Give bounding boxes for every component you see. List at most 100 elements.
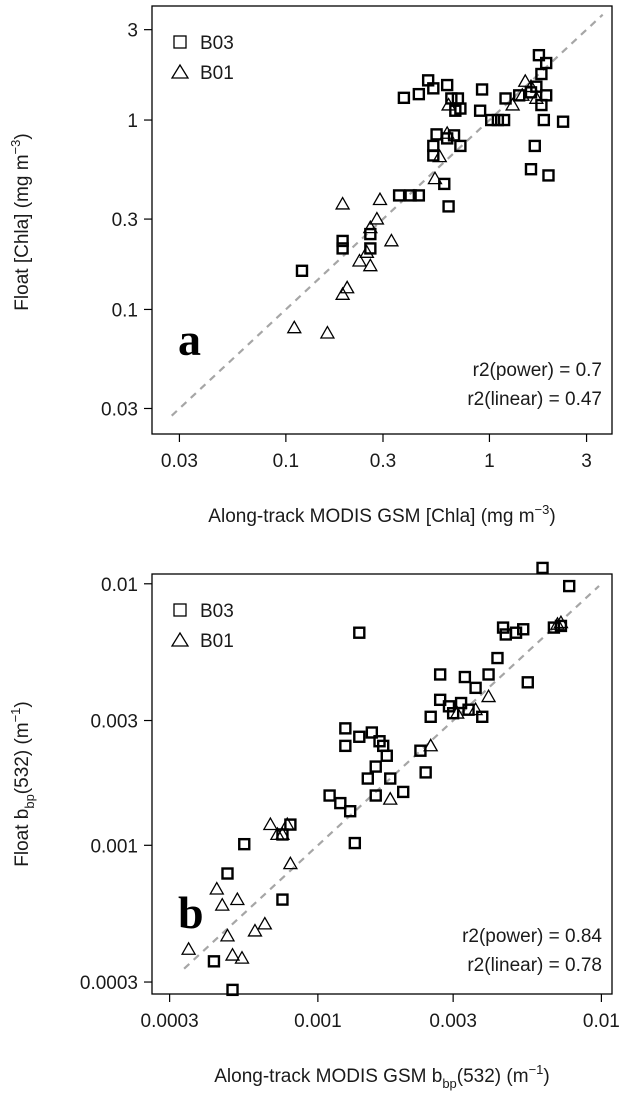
panel-a-point-B01 (372, 191, 388, 206)
panel-b-point-B03 (365, 726, 379, 739)
panel-a-point-B03 (537, 113, 551, 127)
panel-a-point-B03 (430, 128, 443, 141)
panel-b-point-B03 (517, 623, 530, 636)
panel-a-point-B03 (392, 189, 406, 202)
panel-a-point-B01 (505, 97, 521, 111)
panel-a-point-B03 (440, 78, 454, 92)
panel-a-point-B03 (412, 87, 426, 101)
panel-a-point-B03 (445, 92, 458, 105)
panel-a-stat-linear: r2(linear) = 0.47 (467, 389, 602, 410)
panel-b-point-B03 (419, 766, 432, 779)
panel-b-point-B03 (207, 955, 221, 968)
panel-a-y-tick-label: 3 (127, 21, 138, 42)
panel-b-point-B01 (279, 816, 295, 831)
panel-a-point-B03 (442, 200, 455, 213)
panel-b-y-tick-label: 0.001 (90, 836, 138, 857)
panel-a-point-B03 (528, 139, 541, 153)
panel-a-point-B01 (334, 286, 351, 300)
panel-b-point-B03 (276, 893, 289, 906)
panel-b-point-B03 (238, 837, 251, 851)
panel-b-legend-triangle-marker (170, 631, 190, 647)
panel-b-y-tick-label: 0.01 (101, 575, 138, 596)
panel-a-plot-frame (151, 5, 613, 435)
panel-b-point-B01 (382, 791, 398, 805)
panel-a-x-axis-label: Along-track MODIS GSM [Chla] (mg m−3) (208, 502, 555, 527)
panel-b-point-B03 (339, 722, 352, 735)
panel-b-points (180, 561, 576, 997)
panel-b-point-B03 (476, 710, 489, 724)
panel-b-point-B01 (274, 826, 291, 840)
panel-a-point-B03 (497, 113, 511, 127)
panel-a-point-B03 (454, 139, 467, 153)
panel-a-y-tick-label: 0.3 (112, 210, 138, 231)
panel-b-point-B01 (449, 705, 465, 719)
panel-a-point-B01 (362, 219, 378, 234)
panel-a-point-B01 (359, 244, 375, 258)
panel-b-x-tick-label: 0.01 (583, 1011, 620, 1032)
panel-b-y-axis-label: Float bbp(532) (m−1) (8, 701, 37, 867)
panel-a-x-tick-label: 0.1 (273, 451, 299, 472)
panel-a-y-axis: 0.03 0.1 0.3 1 3 (101, 21, 152, 420)
panel-a-stat-power: r2(power) = 0.7 (473, 360, 602, 381)
panel-b-x-tick-label: 0.0003 (141, 1011, 199, 1032)
panel-b-point-B03 (343, 805, 357, 818)
panel-a-point-B03 (454, 102, 467, 115)
panel-b-point-B03 (424, 710, 437, 724)
panel-b-point-B01 (219, 928, 236, 942)
panel-b-point-B03 (563, 579, 576, 593)
panel-a-y-axis-label: Float [Chla] (mg m−3) (8, 133, 33, 310)
panel-b-one-to-one-line (183, 585, 600, 970)
panel-a-point-B01 (351, 253, 368, 267)
panel-a-legend-square-marker (173, 35, 187, 49)
panel-b-point-B03 (353, 730, 366, 743)
panel-a-point-B03 (447, 129, 461, 142)
panel-a-point-B03 (404, 189, 417, 202)
panel-b-point-B03 (361, 772, 374, 785)
panel-b-point-B03 (458, 670, 472, 684)
panel-a-point-B03 (451, 92, 465, 105)
panel-a-x-tick-label: 1 (484, 451, 495, 472)
panel-b-point-B03 (491, 651, 504, 665)
panel-a-point-B01 (514, 87, 530, 101)
panel-b-y-axis: 0.0003 0.001 0.003 0.01 (80, 575, 152, 994)
panel-a-x-tick-label: 0.03 (161, 451, 198, 472)
panel-b-letter: b (178, 887, 204, 938)
panel-b-point-B03 (226, 983, 239, 997)
panel-b-point-B03 (433, 668, 447, 681)
panel-a-point-B03 (295, 264, 309, 277)
panel-a-point-B01 (427, 170, 443, 185)
panel-b-point-B03 (384, 772, 397, 785)
panel-a-legend-label: B03 (200, 33, 234, 54)
panel-b-point-B01 (262, 816, 279, 831)
panel-a-one-to-one-line (170, 13, 604, 417)
panel-b-point-B03 (536, 561, 549, 575)
panel-b-point-B03 (369, 789, 382, 802)
panel-b-point-B03 (521, 676, 534, 689)
panel-a-point-B01 (432, 148, 448, 163)
panel-b-point-B03 (397, 785, 410, 799)
panel-b-stat-power: r2(power) = 0.84 (462, 926, 602, 947)
panel-a-point-B03 (484, 113, 498, 127)
panel-a-point-B01 (523, 78, 539, 93)
panel-b-point-B03 (323, 789, 336, 802)
panel-a-point-B01 (440, 97, 457, 111)
panel-b-point-B03 (454, 696, 468, 710)
panel-b-point-B03 (353, 626, 366, 639)
panel-b-point-B03 (499, 628, 512, 641)
panel-a-legend-triangle-marker (170, 63, 190, 79)
panel-b-point-B03 (221, 867, 234, 880)
panel-a-point-B03 (412, 189, 426, 202)
panel-a-x-tick-label: 3 (581, 451, 592, 472)
panel-b-point-B03 (380, 749, 393, 762)
panel-b-point-B01 (257, 916, 273, 930)
panel-b-stat-linear: r2(linear) = 0.78 (467, 955, 602, 976)
panel-b-x-tick-label: 0.003 (429, 1011, 477, 1032)
panel-a-point-B01 (369, 211, 385, 225)
panel-a-point-B03 (556, 115, 570, 128)
panel-b-point-B03 (339, 739, 352, 753)
panel-a-point-B03 (473, 104, 487, 117)
panel-a-point-B03 (499, 92, 512, 105)
